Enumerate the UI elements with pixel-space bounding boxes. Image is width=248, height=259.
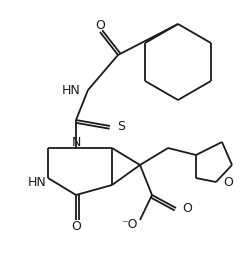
Text: ⁻O: ⁻O [122,219,138,232]
Text: S: S [117,119,125,133]
Text: N: N [71,135,81,148]
Text: O: O [182,202,192,214]
Text: O: O [95,18,105,32]
Text: HN: HN [28,176,47,190]
Text: HN: HN [61,83,80,97]
Text: O: O [71,219,81,233]
Text: O: O [223,176,233,189]
